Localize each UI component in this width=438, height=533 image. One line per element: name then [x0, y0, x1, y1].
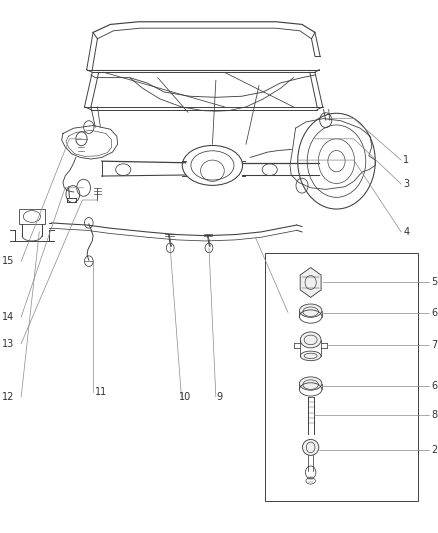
Text: 14: 14	[2, 312, 14, 322]
Ellipse shape	[300, 351, 321, 361]
Ellipse shape	[300, 304, 322, 317]
Text: 13: 13	[2, 338, 14, 349]
Ellipse shape	[300, 377, 322, 390]
Ellipse shape	[303, 439, 319, 455]
Text: 3: 3	[403, 179, 410, 189]
Text: 15: 15	[2, 256, 14, 266]
Text: 11: 11	[95, 386, 107, 397]
Text: 1: 1	[403, 155, 410, 165]
Text: 12: 12	[2, 392, 14, 402]
Text: 2: 2	[431, 445, 438, 455]
Text: 9: 9	[216, 392, 222, 402]
Bar	[265, 253, 418, 500]
Text: 6: 6	[431, 308, 438, 318]
Text: 7: 7	[431, 340, 438, 350]
Text: 5: 5	[431, 278, 438, 287]
Text: 6: 6	[431, 381, 438, 391]
Bar	[18, 209, 45, 224]
Text: 4: 4	[403, 227, 410, 237]
Ellipse shape	[300, 332, 321, 348]
Text: 10: 10	[179, 392, 191, 402]
Text: 8: 8	[431, 410, 438, 421]
